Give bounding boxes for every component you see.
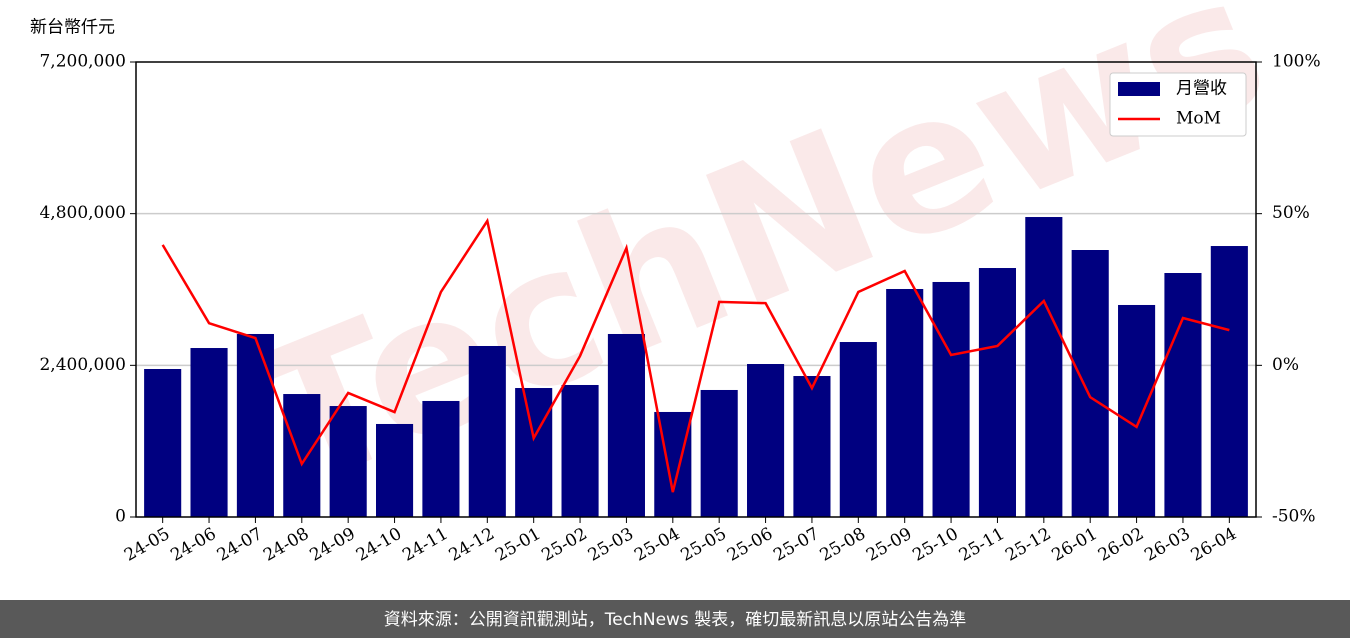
legend-label: 月營收 xyxy=(1176,79,1227,99)
y-tick-label: 7,200,000 xyxy=(39,52,126,72)
x-tick-label: 25-05 xyxy=(677,524,729,566)
x-tick-label: 24-12 xyxy=(446,524,498,566)
y2-tick-label: -50% xyxy=(1272,507,1316,527)
bar xyxy=(376,423,414,517)
bar xyxy=(886,288,924,517)
footer: 資料來源：公開資訊觀測站，TechNews 製表，確切最新訊息以原站公告為準 xyxy=(384,610,966,630)
y-tick-label: 2,400,000 xyxy=(39,355,126,375)
x-tick-label: 25-08 xyxy=(817,524,869,566)
x-tick-label: 25-10 xyxy=(909,524,961,566)
bar xyxy=(144,368,182,517)
bar xyxy=(700,389,738,517)
bar xyxy=(190,348,228,517)
bar xyxy=(515,388,553,517)
x-tick-label: 25-01 xyxy=(492,524,544,566)
x-tick-label: 26-03 xyxy=(1141,524,1193,566)
bar xyxy=(747,364,785,517)
bar xyxy=(283,394,321,517)
bar xyxy=(1164,273,1202,517)
bar xyxy=(978,268,1016,517)
bar xyxy=(1210,246,1248,517)
y-tick-label: 4,800,000 xyxy=(39,203,126,223)
bar xyxy=(1025,217,1063,517)
x-tick-label: 24-10 xyxy=(353,524,405,566)
bar xyxy=(329,406,367,517)
x-tick-label: 25-03 xyxy=(585,524,637,566)
y2-tick-label: 100% xyxy=(1272,52,1321,72)
bar xyxy=(839,342,877,517)
x-tick-label: 24-07 xyxy=(214,524,266,566)
bar xyxy=(793,376,831,517)
x-tick-label: 26-01 xyxy=(1049,524,1101,566)
x-tick-label: 24-06 xyxy=(167,524,219,566)
y-axis-label: 新台幣仟元 xyxy=(30,18,115,38)
bar xyxy=(236,333,274,517)
y2-tick-label: 50% xyxy=(1272,203,1310,223)
bar xyxy=(1118,304,1156,517)
footer-bar xyxy=(0,600,1350,638)
x-tick-label: 25-09 xyxy=(863,524,915,566)
plot-frame xyxy=(135,61,1257,518)
bar xyxy=(468,345,506,517)
y-tick-label: 0 xyxy=(115,507,126,527)
line xyxy=(161,217,1230,493)
x-tick-label: 26-02 xyxy=(1095,524,1147,566)
x-tick-label: 25-07 xyxy=(770,524,822,566)
x-tick-label: 24-11 xyxy=(399,524,451,566)
legend-swatch xyxy=(1118,82,1160,96)
x-tick-label: 25-12 xyxy=(1002,524,1054,566)
x-tick-label: 24-05 xyxy=(121,524,173,566)
x-tick-label: 25-06 xyxy=(724,524,776,566)
bar xyxy=(607,333,645,517)
bar xyxy=(561,384,599,517)
x-tick-label: 25-04 xyxy=(631,524,683,566)
y2-tick-label: 0% xyxy=(1272,355,1299,375)
x-tick-label: 25-02 xyxy=(538,524,590,566)
x-tick-label: 25-11 xyxy=(956,524,1008,566)
bar xyxy=(422,400,460,517)
bar xyxy=(932,281,970,517)
bar xyxy=(1071,250,1109,517)
x-tick-label: 26-04 xyxy=(1188,524,1240,566)
legend-label: MoM xyxy=(1176,109,1221,129)
x-tick-label: 24-08 xyxy=(260,524,312,566)
